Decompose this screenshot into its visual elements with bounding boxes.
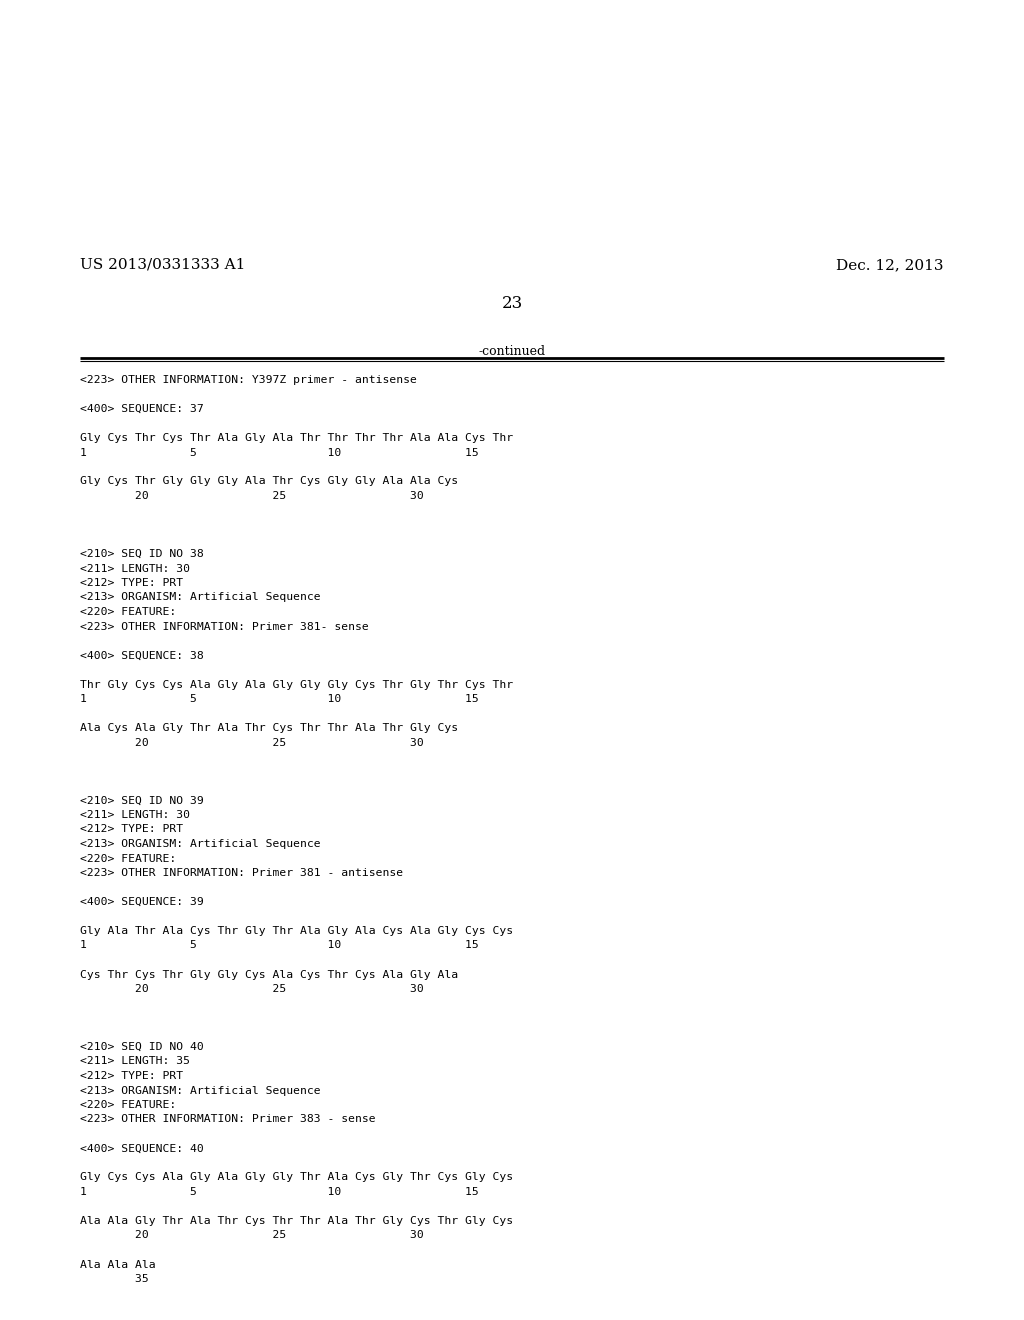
Text: 1               5                   10                  15: 1 5 10 15	[80, 940, 479, 950]
Text: 20                  25                  30: 20 25 30	[80, 983, 424, 994]
Text: Gly Ala Thr Ala Cys Thr Gly Thr Ala Gly Ala Cys Ala Gly Cys Cys: Gly Ala Thr Ala Cys Thr Gly Thr Ala Gly …	[80, 927, 513, 936]
Text: <220> FEATURE:: <220> FEATURE:	[80, 854, 176, 863]
Text: <213> ORGANISM: Artificial Sequence: <213> ORGANISM: Artificial Sequence	[80, 1085, 321, 1096]
Text: Gly Cys Cys Ala Gly Ala Gly Gly Thr Ala Cys Gly Thr Cys Gly Cys: Gly Cys Cys Ala Gly Ala Gly Gly Thr Ala …	[80, 1172, 513, 1183]
Text: <212> TYPE: PRT: <212> TYPE: PRT	[80, 578, 183, 587]
Text: Ala Ala Gly Thr Ala Thr Cys Thr Thr Ala Thr Gly Cys Thr Gly Cys: Ala Ala Gly Thr Ala Thr Cys Thr Thr Ala …	[80, 1216, 513, 1226]
Text: <212> TYPE: PRT: <212> TYPE: PRT	[80, 825, 183, 834]
Text: Gly Cys Thr Gly Gly Gly Ala Thr Cys Gly Gly Ala Ala Cys: Gly Cys Thr Gly Gly Gly Ala Thr Cys Gly …	[80, 477, 458, 487]
Text: 1               5                   10                  15: 1 5 10 15	[80, 447, 479, 458]
Text: Thr Gly Cys Cys Ala Gly Ala Gly Gly Gly Cys Thr Gly Thr Cys Thr: Thr Gly Cys Cys Ala Gly Ala Gly Gly Gly …	[80, 680, 513, 689]
Text: <213> ORGANISM: Artificial Sequence: <213> ORGANISM: Artificial Sequence	[80, 840, 321, 849]
Text: <400> SEQUENCE: 39: <400> SEQUENCE: 39	[80, 898, 204, 907]
Text: <400> SEQUENCE: 40: <400> SEQUENCE: 40	[80, 1143, 204, 1154]
Text: Dec. 12, 2013: Dec. 12, 2013	[837, 257, 944, 272]
Text: <210> SEQ ID NO 39: <210> SEQ ID NO 39	[80, 796, 204, 805]
Text: <210> SEQ ID NO 38: <210> SEQ ID NO 38	[80, 549, 204, 558]
Text: <211> LENGTH: 30: <211> LENGTH: 30	[80, 564, 190, 573]
Text: Ala Ala Ala: Ala Ala Ala	[80, 1259, 156, 1270]
Text: <211> LENGTH: 35: <211> LENGTH: 35	[80, 1056, 190, 1067]
Text: 23: 23	[502, 294, 522, 312]
Text: <212> TYPE: PRT: <212> TYPE: PRT	[80, 1071, 183, 1081]
Text: <220> FEATURE:: <220> FEATURE:	[80, 1100, 176, 1110]
Text: US 2013/0331333 A1: US 2013/0331333 A1	[80, 257, 246, 272]
Text: 20                  25                  30: 20 25 30	[80, 738, 424, 747]
Text: 1               5                   10                  15: 1 5 10 15	[80, 694, 479, 704]
Text: <400> SEQUENCE: 37: <400> SEQUENCE: 37	[80, 404, 204, 414]
Text: <223> OTHER INFORMATION: Primer 381- sense: <223> OTHER INFORMATION: Primer 381- sen…	[80, 622, 369, 631]
Text: <223> OTHER INFORMATION: Primer 381 - antisense: <223> OTHER INFORMATION: Primer 381 - an…	[80, 869, 403, 878]
Text: <400> SEQUENCE: 38: <400> SEQUENCE: 38	[80, 651, 204, 660]
Text: 1               5                   10                  15: 1 5 10 15	[80, 1187, 479, 1197]
Text: <223> OTHER INFORMATION: Primer 383 - sense: <223> OTHER INFORMATION: Primer 383 - se…	[80, 1114, 376, 1125]
Text: 35: 35	[80, 1274, 148, 1284]
Text: <210> SEQ ID NO 40: <210> SEQ ID NO 40	[80, 1041, 204, 1052]
Text: Cys Thr Cys Thr Gly Gly Cys Ala Cys Thr Cys Ala Gly Ala: Cys Thr Cys Thr Gly Gly Cys Ala Cys Thr …	[80, 969, 458, 979]
Text: 20                  25                  30: 20 25 30	[80, 491, 424, 502]
Text: <223> OTHER INFORMATION: Y397Z primer - antisense: <223> OTHER INFORMATION: Y397Z primer - …	[80, 375, 417, 385]
Text: <213> ORGANISM: Artificial Sequence: <213> ORGANISM: Artificial Sequence	[80, 593, 321, 602]
Text: Ala Cys Ala Gly Thr Ala Thr Cys Thr Thr Ala Thr Gly Cys: Ala Cys Ala Gly Thr Ala Thr Cys Thr Thr …	[80, 723, 458, 733]
Text: Gly Cys Thr Cys Thr Ala Gly Ala Thr Thr Thr Thr Ala Ala Cys Thr: Gly Cys Thr Cys Thr Ala Gly Ala Thr Thr …	[80, 433, 513, 444]
Text: -continued: -continued	[478, 345, 546, 358]
Text: 20                  25                  30: 20 25 30	[80, 1230, 424, 1241]
Text: <211> LENGTH: 30: <211> LENGTH: 30	[80, 810, 190, 820]
Text: <220> FEATURE:: <220> FEATURE:	[80, 607, 176, 616]
